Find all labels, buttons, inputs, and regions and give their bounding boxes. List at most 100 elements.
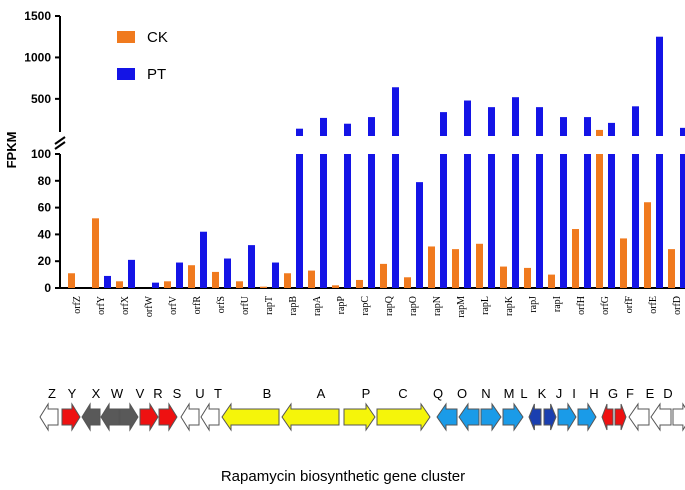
gene-label-n: N — [481, 386, 490, 401]
gene-label-o: O — [457, 386, 467, 401]
x-tick-label: orfX — [120, 295, 131, 315]
legend-label-pt: PT — [147, 66, 166, 83]
bar-ck — [356, 279, 363, 288]
bar-pt — [248, 245, 255, 288]
gene-arrow-i — [577, 402, 597, 432]
gene-arrow-d — [672, 402, 685, 432]
bar-pt-upper — [512, 97, 519, 136]
bar-pt-upper — [608, 122, 615, 136]
bar-pt — [344, 154, 351, 288]
gene-arrow-o — [458, 402, 480, 432]
bar-pt — [584, 154, 591, 288]
gene-label-r: R — [153, 386, 162, 401]
gene-arrow-w — [100, 402, 120, 432]
chart-legend: CK PT — [117, 29, 168, 83]
bar-ck — [212, 271, 219, 288]
x-tick-label: orfE — [648, 296, 659, 314]
bar-pt-upper — [320, 117, 327, 136]
x-tick-label: orfG — [600, 296, 611, 315]
bar-ck — [308, 270, 315, 288]
bar-pt — [368, 154, 375, 288]
legend-label-ck: CK — [147, 29, 168, 46]
gene-arrow-u — [180, 402, 200, 432]
gene-label-e: E — [646, 386, 655, 401]
gene-arrow-l — [528, 403, 542, 431]
bar-ck — [164, 281, 171, 288]
gene-arrow-j — [557, 402, 577, 432]
gene-label-v: V — [136, 386, 145, 401]
bar-pt — [632, 154, 639, 288]
gene-label-q: Q — [433, 386, 443, 401]
bar-ck — [116, 281, 123, 288]
bar-pt — [488, 154, 495, 288]
bar-pt — [608, 154, 615, 288]
gene-arrow-n — [480, 402, 502, 432]
gene-arrow-a — [281, 402, 340, 432]
bar-pt-upper — [368, 117, 375, 136]
gene-label-j: J — [556, 386, 563, 401]
bar-pt — [536, 154, 543, 288]
gene-label-z: Z — [48, 386, 56, 401]
gene-label-w: W — [111, 386, 124, 401]
bar-pt — [416, 182, 423, 288]
bar-ck — [596, 154, 603, 288]
gene-arrow-k — [543, 403, 557, 431]
x-tick-label: orfH — [576, 296, 587, 315]
bar-pt — [128, 259, 135, 288]
gene-arrow-h — [601, 403, 614, 431]
bar-ck — [668, 249, 675, 288]
y-axis-label: FPKM — [4, 132, 19, 169]
gene-label-y: Y — [68, 386, 77, 401]
y-tick-label: 0 — [44, 281, 51, 295]
legend-swatch-ck — [117, 31, 135, 43]
gene-label-d: D — [663, 386, 672, 401]
gene-arrow-t — [200, 402, 220, 432]
bar-pt — [320, 154, 327, 288]
bar-pt-upper — [560, 117, 567, 136]
x-tick-label: rapN — [432, 296, 443, 316]
x-tick-label: rapM — [456, 296, 467, 318]
bar-pt-upper — [344, 123, 351, 136]
gene-label-l: L — [520, 386, 527, 401]
x-tick-label: rapT — [264, 296, 275, 315]
fpkm-bar-chart: 0 20 40 60 80 100 500 1000 1500 FPKM orfZ orfY orfX o… — [4, 9, 685, 318]
bar-pt-upper — [584, 117, 591, 136]
x-tick-label: orfS — [216, 296, 227, 313]
gene-arrow-y — [61, 402, 81, 432]
y-tick-label: 20 — [38, 254, 52, 268]
gene-arrow-c — [376, 402, 431, 432]
cluster-caption: Rapamycin biosynthetic gene cluster — [221, 468, 465, 485]
x-tick-label: orfR — [192, 296, 203, 315]
bar-pt — [104, 275, 111, 288]
gene-arrow-q — [436, 402, 458, 432]
x-tick-label: orfV — [168, 295, 179, 315]
x-tick-label: rapA — [312, 295, 323, 316]
y-tick-label: 40 — [38, 227, 52, 241]
gene-arrow-z — [39, 402, 59, 432]
x-tick-label: orfU — [240, 295, 251, 315]
gene-label-h: H — [589, 386, 598, 401]
y-tick-label: 60 — [38, 201, 52, 215]
gene-arrow-m — [502, 402, 524, 432]
bar-pt-upper — [296, 128, 303, 136]
bar-ck — [428, 246, 435, 288]
bar-ck — [548, 274, 555, 288]
y-tick-label: 80 — [38, 174, 52, 188]
bar-ck — [68, 273, 75, 288]
bar-ck — [476, 243, 483, 288]
bar-pt — [176, 262, 183, 288]
bar-ck — [620, 238, 627, 288]
x-tick-label: rapI — [552, 296, 563, 312]
gene-arrow-x — [81, 402, 101, 432]
x-tick-label: orfW — [144, 295, 155, 317]
bar-pt — [680, 154, 685, 288]
bar-pt — [200, 231, 207, 288]
x-tick-label: rapQ — [384, 295, 395, 316]
bar-pt — [272, 262, 279, 288]
y-tick-label: 1000 — [24, 50, 51, 64]
gene-label-a: A — [317, 386, 326, 401]
x-tick-label: orfD — [672, 296, 683, 315]
bar-pt — [512, 154, 519, 288]
gene-label-i: I — [572, 386, 576, 401]
axis-break-mark — [54, 136, 66, 145]
